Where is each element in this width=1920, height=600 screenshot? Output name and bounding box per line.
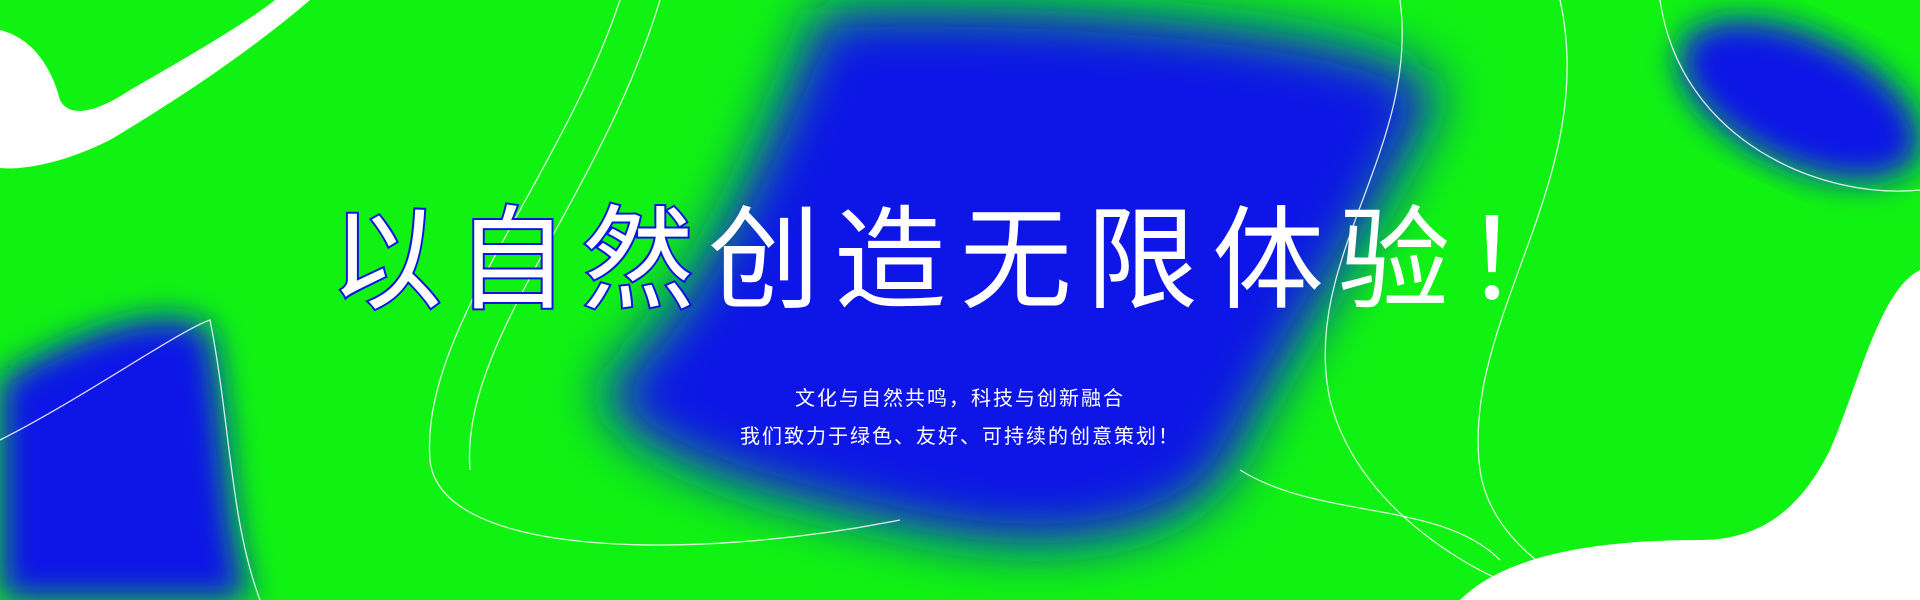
contour-line: [0, 319, 261, 600]
blue-blob-center: [600, 7, 1440, 544]
headline: 以自然创造无限体验！: [0, 203, 1920, 319]
blue-blob-top-right: [1679, 19, 1920, 181]
subline-1: 文化与自然共鸣，科技与创新融合: [795, 386, 1125, 410]
contour-line: [1659, 0, 1920, 192]
contour-line: [428, 0, 901, 546]
contour-line: [1324, 0, 1561, 600]
headline-outlined-text: 以自然: [328, 196, 708, 326]
headline-solid-text: 创造无限体验！: [708, 196, 1590, 326]
blue-blob-left: [0, 318, 250, 600]
contour-line: [468, 0, 661, 471]
subline-2: 我们致力于绿色、友好、可持续的创意策划！: [740, 424, 1180, 448]
contour-line: [1239, 469, 1501, 561]
white-wave-bottom-right: [1460, 270, 1920, 600]
white-wave-top-left: [0, 0, 310, 169]
contour-line: [1477, 0, 1601, 600]
